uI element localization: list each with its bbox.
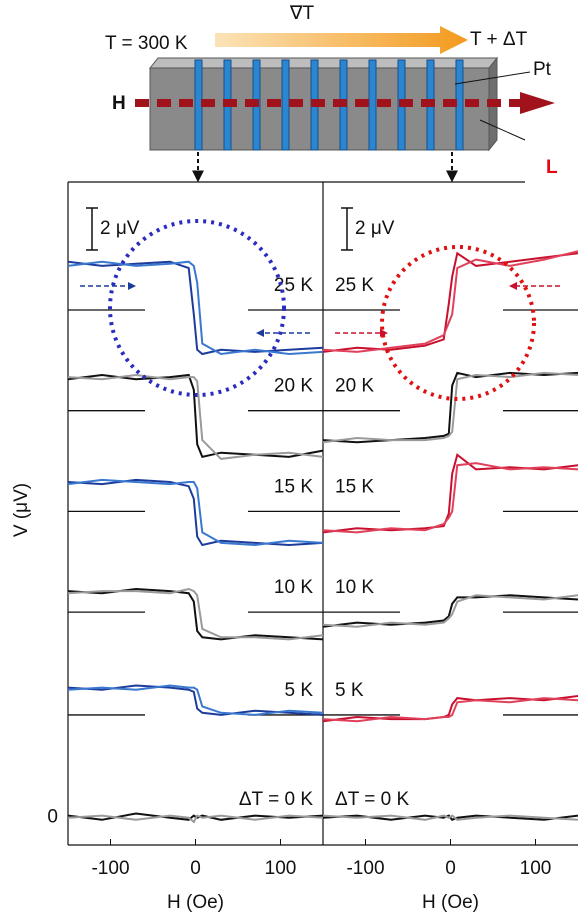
series-label: 15 K bbox=[274, 476, 313, 497]
pt-strip bbox=[194, 59, 203, 151]
trace bbox=[322, 594, 578, 628]
trace bbox=[67, 478, 324, 547]
annotations bbox=[108, 219, 536, 401]
pt-strip bbox=[368, 59, 377, 151]
left-temp: T = 300 K bbox=[105, 33, 188, 54]
field-arrow bbox=[520, 92, 555, 114]
trace bbox=[67, 373, 324, 460]
trace bbox=[67, 814, 324, 824]
trace bbox=[67, 587, 324, 641]
y-tick-label: 0 bbox=[47, 807, 58, 828]
x-tick-label: 100 bbox=[265, 858, 297, 879]
trace bbox=[322, 371, 578, 444]
scale-bar-label: 2 μV bbox=[355, 218, 395, 239]
trace bbox=[67, 478, 324, 547]
trace bbox=[322, 594, 578, 628]
series-label: 15 K bbox=[335, 476, 374, 497]
trace bbox=[67, 684, 324, 716]
trace bbox=[322, 695, 578, 723]
series-label: 5 K bbox=[335, 680, 364, 701]
series-label: 10 K bbox=[335, 577, 374, 598]
x-tick-label: -100 bbox=[346, 858, 384, 879]
gradient-arrow bbox=[215, 26, 468, 54]
l-pointer bbox=[479, 119, 526, 141]
pt-label: Pt bbox=[533, 59, 552, 80]
field-label: H bbox=[112, 93, 126, 114]
series-label: 20 K bbox=[274, 376, 313, 397]
schematic: ∇T T = 300 K T + ΔT H Pt L bbox=[105, 3, 558, 183]
x-tick-label: -100 bbox=[91, 858, 129, 879]
x-axis-label: H (Oe) bbox=[422, 892, 479, 913]
series-label: 20 K bbox=[335, 376, 374, 397]
trace bbox=[322, 814, 578, 821]
trace bbox=[67, 684, 324, 716]
trace bbox=[67, 260, 324, 356]
right-temp: T + ΔT bbox=[470, 29, 528, 50]
trace bbox=[322, 251, 578, 353]
gradient-label: ∇T bbox=[289, 3, 315, 24]
trace bbox=[322, 462, 578, 534]
sweep-arrows bbox=[80, 282, 560, 337]
series-label: ΔT = 0 K bbox=[239, 789, 313, 810]
pt-strip bbox=[455, 59, 464, 151]
frame bbox=[67, 181, 578, 846]
trace bbox=[322, 250, 578, 353]
series-label: 5 K bbox=[284, 680, 313, 701]
x-tick-label: 0 bbox=[190, 858, 201, 879]
series-label: ΔT = 0 K bbox=[335, 789, 409, 810]
x-tick-label: 100 bbox=[520, 858, 552, 879]
x-tick-label: 0 bbox=[445, 858, 456, 879]
pt-pointer bbox=[454, 71, 531, 85]
pt-strip bbox=[281, 59, 290, 151]
scale-bar-label: 2 μV bbox=[100, 218, 140, 239]
trace bbox=[322, 453, 578, 534]
cut-label: L bbox=[546, 157, 558, 178]
series-label: 25 K bbox=[335, 275, 374, 296]
series-label: 10 K bbox=[274, 577, 313, 598]
trace bbox=[67, 260, 324, 356]
x-axis-label: H (Oe) bbox=[167, 892, 224, 913]
trace bbox=[67, 587, 324, 641]
y-axis-label: V (μV) bbox=[11, 483, 32, 537]
trace bbox=[322, 697, 578, 723]
